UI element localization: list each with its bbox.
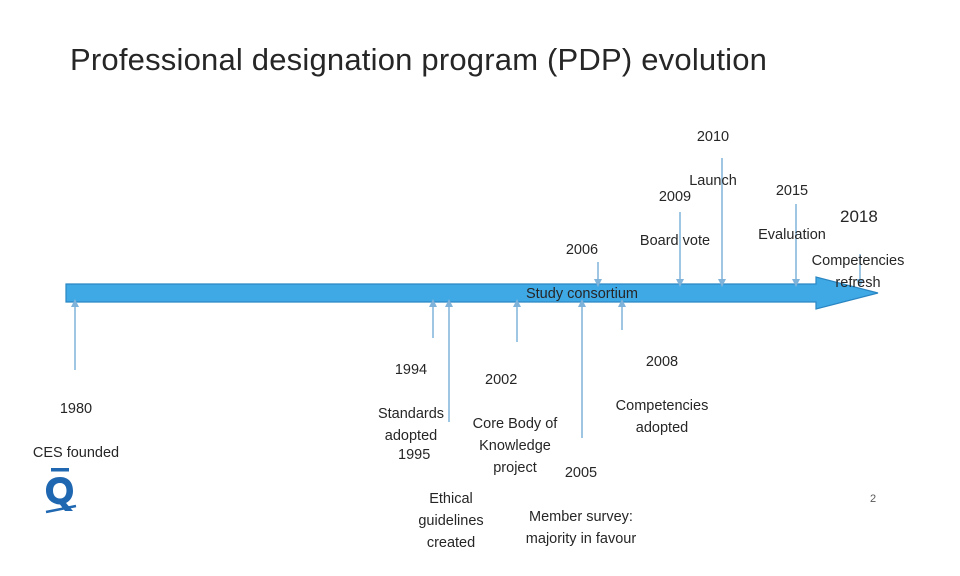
event-2005: 2005 Member survey: majority in favour (508, 440, 654, 572)
event-2008-year: 2008 (645, 354, 679, 370)
event-2015: 2015 Evaluation (746, 158, 838, 268)
event-2015-text: Evaluation (758, 227, 826, 243)
event-2008-text: Competencies adopted (615, 398, 709, 436)
event-2006: 2006 Study consortium (502, 217, 662, 327)
event-2015-year: 2015 (775, 183, 809, 199)
event-2005-year: 2005 (564, 465, 598, 481)
event-1980: 1980 CES founded (22, 376, 130, 486)
event-2006-year: 2006 (565, 242, 599, 258)
ces-logo-icon (45, 468, 77, 514)
event-2008: 2008 Competencies adopted (600, 329, 724, 461)
event-2010: 2010 Launch (668, 104, 758, 214)
event-1995-text: Ethical guidelines created (418, 491, 484, 551)
event-1995-year: 1995 (398, 447, 431, 463)
event-2018: 2018 Competencies refresh (800, 184, 916, 316)
event-2002: 2002 Core Body of Knowledge project (455, 347, 575, 501)
timeline-arrow (65, 276, 879, 310)
event-2002-text: Core Body of Knowledge project (472, 416, 558, 476)
timeline (65, 158, 879, 438)
slide-title: Professional designation program (PDP) e… (70, 42, 768, 77)
event-1994-text: Standards adopted (377, 406, 445, 444)
event-1994-year: 1994 (394, 362, 428, 378)
event-2010-year: 2010 (696, 129, 730, 145)
event-2010-text: Launch (689, 173, 737, 189)
event-2006-text: Study consortium (525, 286, 639, 302)
event-2009-text: Board vote (639, 233, 711, 249)
event-1994: 1994 Standards adopted (366, 337, 456, 469)
event-1980-year: 1980 (59, 401, 93, 417)
event-1980-text: CES founded (32, 445, 120, 461)
event-2009: 2009 Board vote (620, 164, 730, 274)
page-number: 2 (870, 493, 877, 505)
event-2018-year: 2018 (840, 207, 878, 226)
event-1995: 1995 Ethical guidelines created (398, 422, 504, 576)
event-2018-text: Competencies refresh (811, 253, 905, 291)
event-2005-text: Member survey: majority in favour (525, 509, 637, 547)
event-2002-year: 2002 (485, 372, 518, 388)
event-2009-year: 2009 (658, 189, 692, 205)
